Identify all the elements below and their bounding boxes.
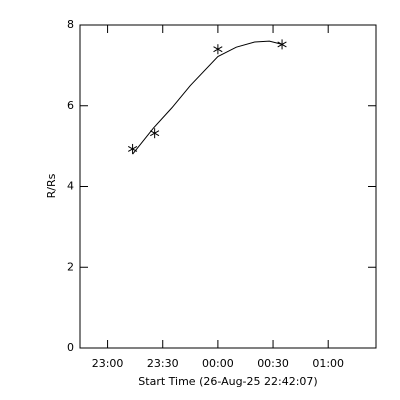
- data-point: [213, 44, 223, 55]
- y-tick-label: 8: [67, 18, 74, 31]
- plot-frame: [79, 24, 377, 349]
- fit-curve: [132, 40, 283, 155]
- y-tick-label: 2: [67, 260, 74, 273]
- asterisk-stroke: [150, 130, 160, 137]
- x-tick-label: 00:00: [202, 357, 234, 370]
- y-tick-label: 0: [67, 341, 74, 354]
- x-tick-label: 23:00: [92, 357, 124, 370]
- y-tick-label: 6: [67, 99, 74, 112]
- x-tick-label: 01:00: [312, 357, 344, 370]
- x-axis-title: Start Time (26-Aug-25 22:42:07): [138, 375, 317, 388]
- asterisk-stroke: [127, 146, 138, 152]
- y-tick-label: 4: [67, 180, 74, 193]
- data-point: [150, 128, 160, 139]
- x-tick-label: 23:30: [147, 357, 179, 370]
- y-axis-title: R/Rs: [45, 173, 58, 198]
- x-tick-label: 00:30: [257, 357, 289, 370]
- data-point: [127, 143, 138, 154]
- asterisk-stroke: [213, 46, 223, 53]
